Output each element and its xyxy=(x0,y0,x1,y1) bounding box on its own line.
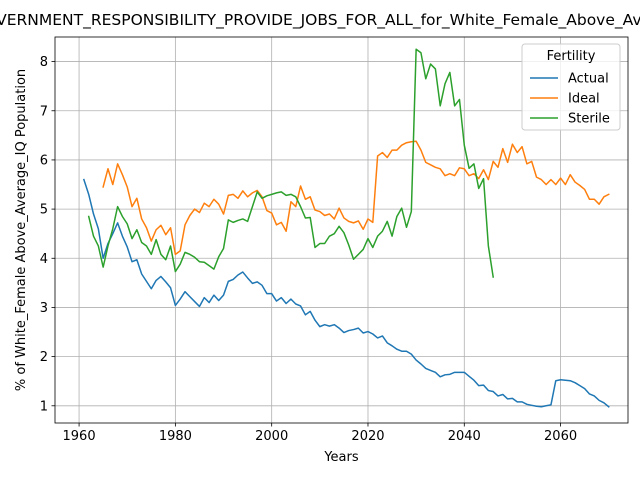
y-tick-label: 1 xyxy=(40,399,48,414)
legend-items: Actual Ideal Sterile xyxy=(530,72,610,127)
y-tick-label: 8 xyxy=(40,55,48,70)
x-axis-title: Years xyxy=(323,450,359,465)
x-axis-ticks: 1960 1980 2000 2020 2040 2060 xyxy=(63,423,577,444)
y-tick-label: 5 xyxy=(40,203,48,218)
legend-label-sterile: Sterile xyxy=(568,112,610,127)
y-axis-title: % of White_Female Above_Average_IQ Popul… xyxy=(14,69,29,391)
plot-frame xyxy=(54,36,629,424)
legend-box xyxy=(521,43,621,131)
series-line-actual xyxy=(82,178,610,408)
series-lines xyxy=(82,48,610,408)
y-axis-ticks: 1 2 3 4 5 6 7 8 xyxy=(40,55,55,414)
legend-label-ideal: Ideal xyxy=(568,92,600,107)
legend-title: Fertility xyxy=(547,49,596,64)
x-tick-label: 2040 xyxy=(448,429,481,444)
y-tick-label: 2 xyxy=(40,350,48,365)
x-tick-label: 2000 xyxy=(255,429,288,444)
x-tick-label: 2020 xyxy=(351,429,384,444)
x-tick-label: 2060 xyxy=(544,429,577,444)
series-line-ideal xyxy=(102,140,610,256)
chart-title: GOVERNMENT_RESPONSIBILITY_PROVIDE_JOBS_F… xyxy=(0,11,640,30)
y-tick-label: 7 xyxy=(40,104,48,119)
y-tick-label: 4 xyxy=(40,252,48,267)
x-tick-label: 1960 xyxy=(63,429,96,444)
x-tick-label: 1980 xyxy=(159,429,192,444)
y-tick-label: 3 xyxy=(40,301,48,316)
legend: Fertility Actual Ideal Sterile xyxy=(521,43,621,131)
legend-label-actual: Actual xyxy=(568,72,609,87)
series-line-sterile xyxy=(87,48,495,278)
y-tick-label: 6 xyxy=(40,153,48,168)
